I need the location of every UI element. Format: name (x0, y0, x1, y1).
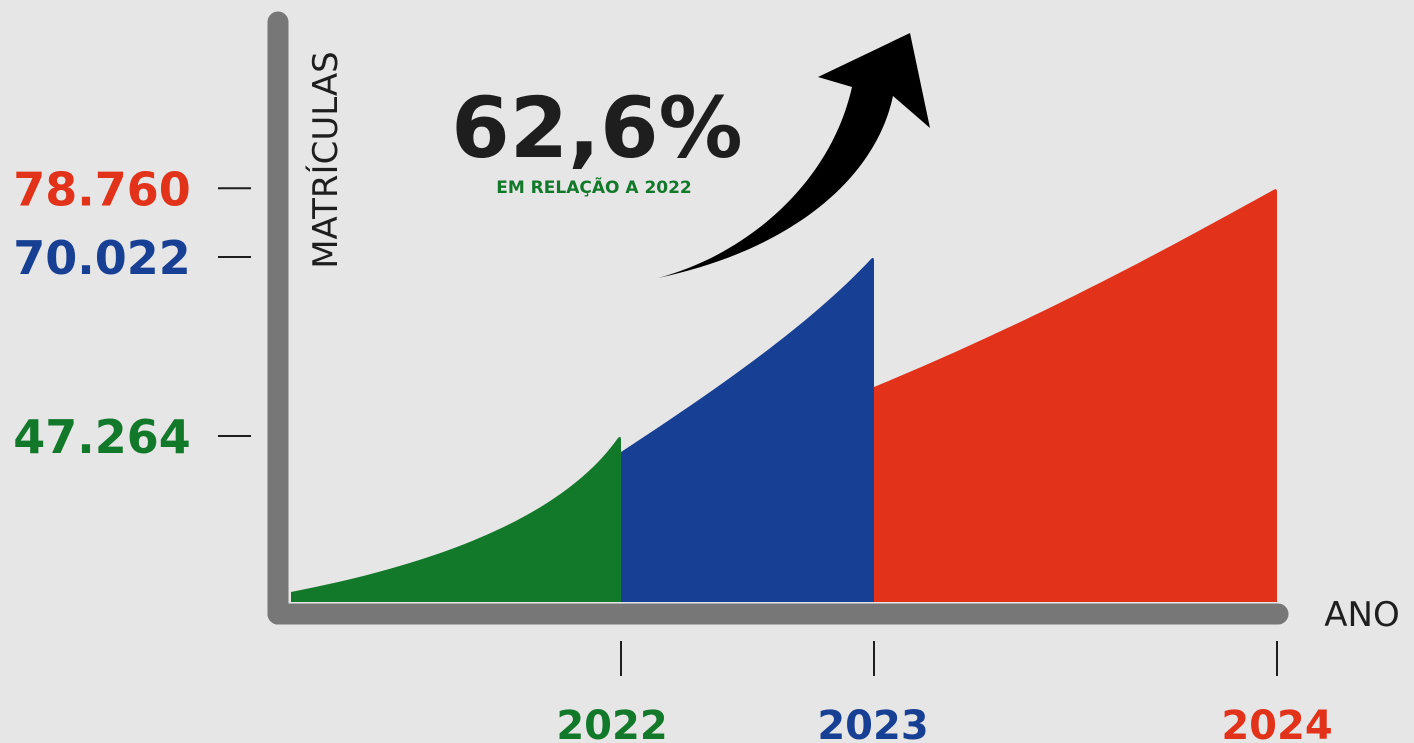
growth-caption: EM RELAÇÃO A 2022 (496, 175, 692, 198)
growth-arrow-icon (658, 33, 930, 278)
x-tick-label-2024: 2024 (1221, 703, 1332, 743)
area-2023 (621, 257, 874, 602)
x-axis-label: ANO (1324, 595, 1399, 635)
area-2022 (291, 436, 621, 602)
growth-percentage: 62,6% (451, 79, 742, 177)
area-2024 (874, 189, 1277, 602)
y-axis-label: MATRÍCULAS (305, 51, 346, 269)
y-tick-label-1: 70.022 (13, 231, 191, 285)
y-tick-label-0: 47.264 (13, 410, 191, 464)
x-tick-label-2023: 2023 (817, 703, 928, 743)
x-tick-label-2022: 2022 (556, 703, 667, 743)
y-tick-label-2: 78.760 (13, 162, 191, 216)
